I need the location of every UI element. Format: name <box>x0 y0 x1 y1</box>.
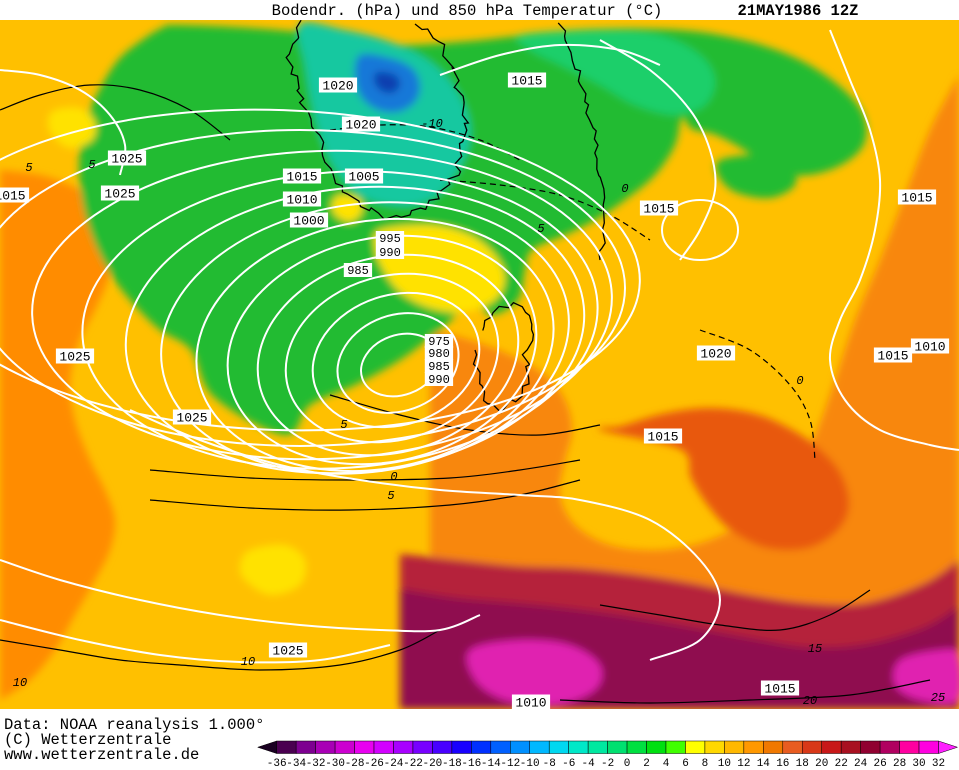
svg-text:0: 0 <box>796 374 803 388</box>
svg-text:-16: -16 <box>461 758 481 770</box>
svg-text:1025: 1025 <box>104 186 135 201</box>
svg-text:1015: 1015 <box>643 201 674 216</box>
svg-text:-34: -34 <box>286 758 306 770</box>
svg-text:-14: -14 <box>481 758 501 770</box>
svg-text:0: 0 <box>624 758 631 770</box>
svg-text:-28: -28 <box>345 758 365 770</box>
svg-text:10: 10 <box>13 676 27 690</box>
svg-text:1010: 1010 <box>914 339 945 354</box>
svg-text:4: 4 <box>663 758 670 770</box>
svg-text:15: 15 <box>808 642 822 656</box>
svg-text:12: 12 <box>737 758 750 770</box>
svg-text:-36: -36 <box>267 758 287 770</box>
svg-text:10: 10 <box>241 655 255 669</box>
svg-text:1025: 1025 <box>111 151 142 166</box>
svg-text:1020: 1020 <box>322 78 353 93</box>
svg-text:10: 10 <box>718 758 731 770</box>
svg-text:22: 22 <box>835 758 848 770</box>
svg-text:990: 990 <box>428 373 450 387</box>
svg-text:-20: -20 <box>422 758 442 770</box>
svg-text:1025: 1025 <box>176 410 207 425</box>
svg-text:Bodendr. (hPa) und 850 hPa Tem: Bodendr. (hPa) und 850 hPa Temperatur (°… <box>272 2 663 20</box>
svg-text:26: 26 <box>873 758 886 770</box>
svg-text:14: 14 <box>757 758 771 770</box>
svg-text:-18: -18 <box>442 758 462 770</box>
svg-text:-32: -32 <box>306 758 326 770</box>
svg-text:6: 6 <box>682 758 689 770</box>
svg-text:2: 2 <box>643 758 650 770</box>
svg-text:1010: 1010 <box>515 695 546 710</box>
svg-text:0: 0 <box>390 470 397 484</box>
svg-text:1015: 1015 <box>647 429 678 444</box>
svg-text:32: 32 <box>932 758 945 770</box>
svg-text:5: 5 <box>387 489 394 503</box>
svg-text:-24: -24 <box>384 758 404 770</box>
svg-text:18: 18 <box>796 758 809 770</box>
svg-text:-10: -10 <box>421 117 443 131</box>
svg-text:995: 995 <box>379 232 401 246</box>
svg-text:20: 20 <box>803 694 817 708</box>
svg-text:1000: 1000 <box>293 213 324 228</box>
svg-text:-10: -10 <box>520 758 540 770</box>
svg-text:1015: 1015 <box>286 169 317 184</box>
svg-text:1020: 1020 <box>700 346 731 361</box>
svg-text:980: 980 <box>428 347 450 361</box>
svg-text:985: 985 <box>428 360 450 374</box>
svg-text:1015: 1015 <box>877 348 908 363</box>
svg-text:-2: -2 <box>601 758 614 770</box>
svg-text:-30: -30 <box>325 758 345 770</box>
svg-text:5: 5 <box>340 418 347 432</box>
svg-text:21MAY1986 12Z: 21MAY1986 12Z <box>738 2 859 20</box>
svg-text:8: 8 <box>702 758 709 770</box>
svg-text:1010: 1010 <box>286 192 317 207</box>
svg-text:20: 20 <box>815 758 828 770</box>
svg-text:5: 5 <box>537 222 544 236</box>
svg-text:1025: 1025 <box>272 643 303 658</box>
svg-text:24: 24 <box>854 758 868 770</box>
svg-text:-12: -12 <box>500 758 520 770</box>
svg-text:1005: 1005 <box>348 169 379 184</box>
svg-text:-8: -8 <box>543 758 556 770</box>
svg-text:1015: 1015 <box>764 681 795 696</box>
svg-text:5: 5 <box>88 158 95 172</box>
svg-text:16: 16 <box>776 758 789 770</box>
svg-text:-22: -22 <box>403 758 423 770</box>
svg-text:-6: -6 <box>562 758 575 770</box>
svg-text:1015: 1015 <box>0 188 26 203</box>
svg-text:-26: -26 <box>364 758 384 770</box>
svg-text:1015: 1015 <box>511 73 542 88</box>
svg-text:990: 990 <box>379 246 401 260</box>
svg-text:1020: 1020 <box>345 117 376 132</box>
svg-text:1025: 1025 <box>59 349 90 364</box>
svg-text:-4: -4 <box>581 758 595 770</box>
svg-text:0: 0 <box>621 182 628 196</box>
svg-text:985: 985 <box>347 264 369 278</box>
svg-text:25: 25 <box>931 691 945 705</box>
svg-text:30: 30 <box>912 758 925 770</box>
svg-text:www.wetterzentrale.de: www.wetterzentrale.de <box>4 746 199 764</box>
svg-text:28: 28 <box>893 758 906 770</box>
svg-text:1015: 1015 <box>901 190 932 205</box>
svg-text:5: 5 <box>25 161 32 175</box>
